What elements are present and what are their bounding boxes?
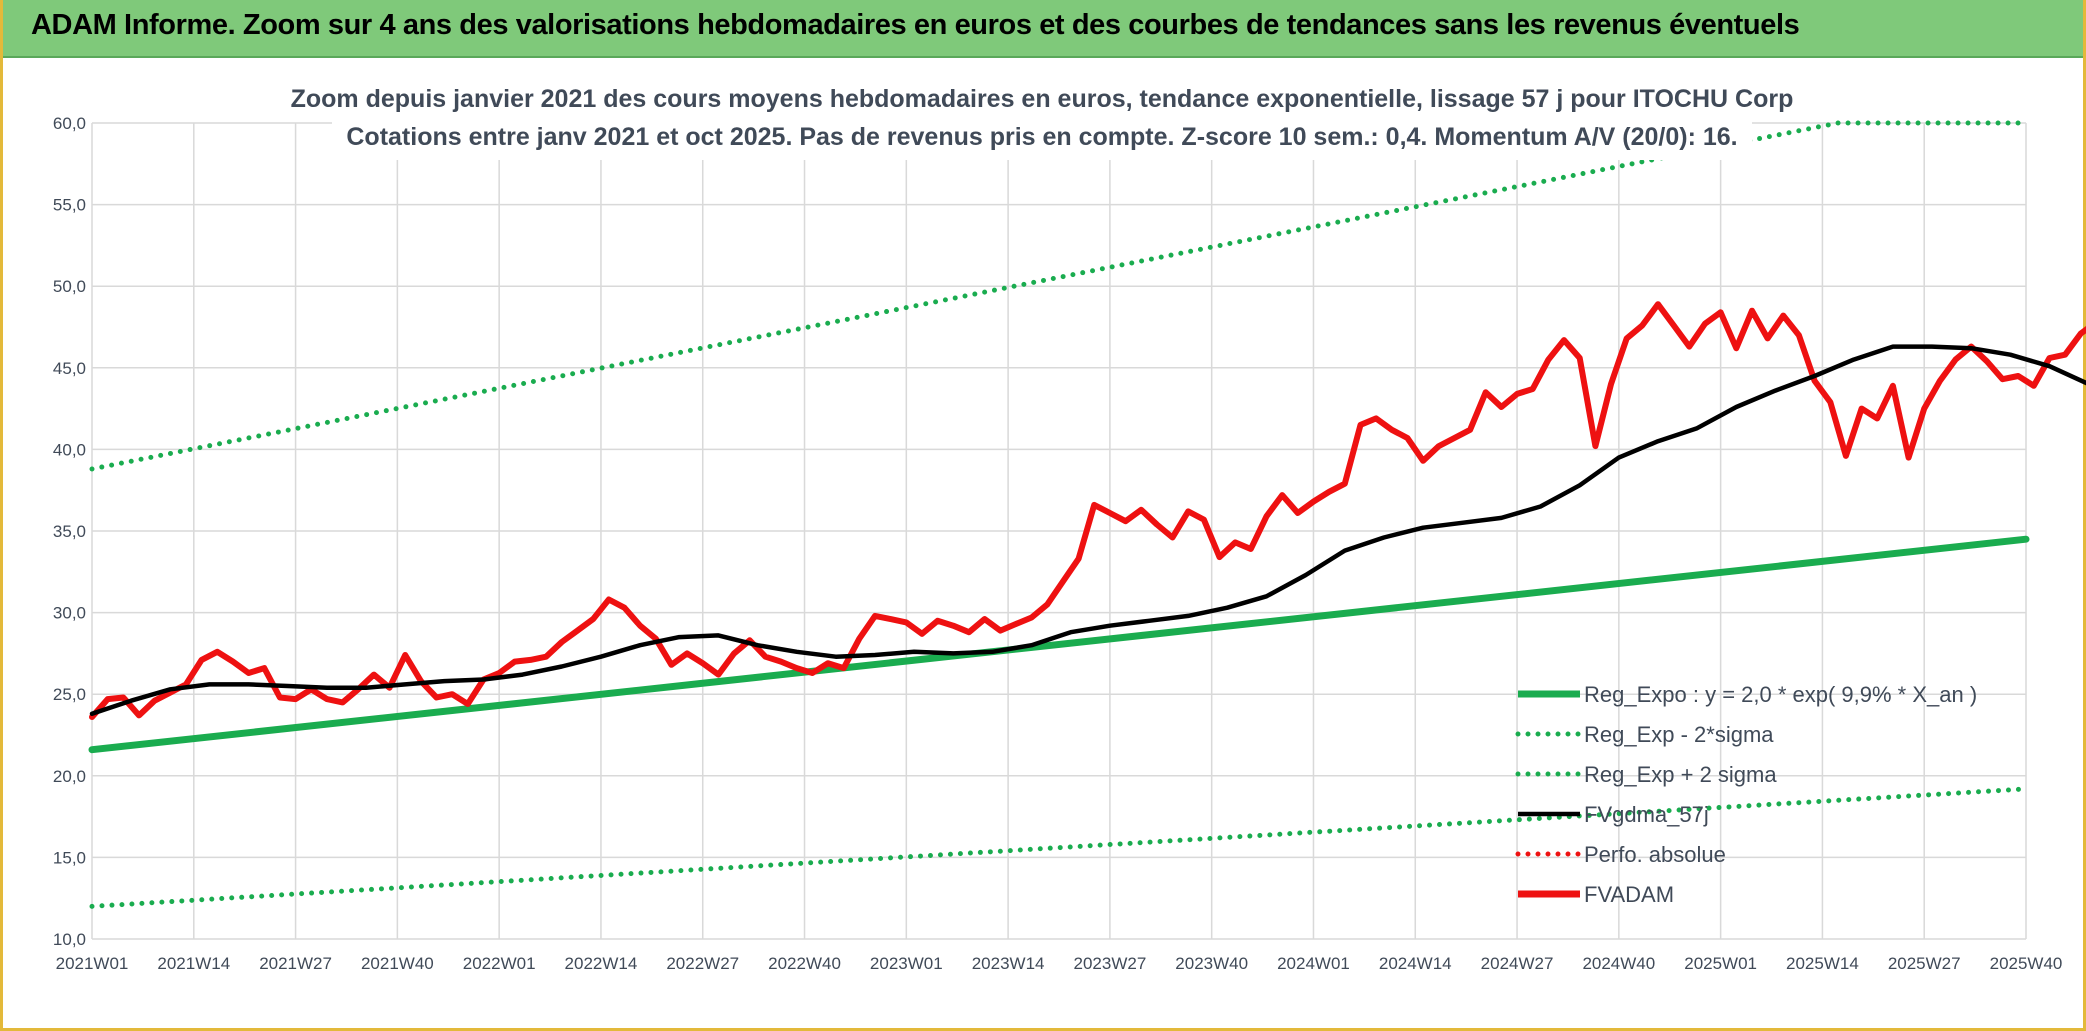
legend-label: FVgdma_57j xyxy=(1584,802,1709,827)
x-tick-label: 2025W27 xyxy=(1888,954,1961,973)
y-tick-label: 20,0 xyxy=(53,767,86,786)
x-axis: 2021W01 2021W14 2021W27 2021W40 2022W01 2022W… xyxy=(56,954,2063,973)
y-tick-label: 35,0 xyxy=(53,522,86,541)
x-tick-label: 2021W01 xyxy=(56,954,129,973)
x-tick-label: 2025W01 xyxy=(1684,954,1757,973)
chart-title-line-2: Cotations entre janv 2021 et oct 2025. P… xyxy=(346,123,1737,151)
x-tick-label: 2024W40 xyxy=(1582,954,1655,973)
y-tick-label: 15,0 xyxy=(53,848,86,867)
chart-area: 10,0 15,0 20,0 25,0 30,0 35,0 40,0 45,0 50,0 55,0… xyxy=(53,74,2086,973)
y-axis: 10,0 15,0 20,0 25,0 30,0 35,0 40,0 45,0 50,0 55,0… xyxy=(53,114,86,949)
chart-series xyxy=(88,120,2086,909)
legend-label: Reg_Expo : y = 2,0 * exp( 9,9% * X_an ) xyxy=(1584,682,1977,707)
y-tick-label: 25,0 xyxy=(53,685,86,704)
series-line-fvadam xyxy=(89,301,2086,720)
y-tick-label: 50,0 xyxy=(53,277,86,296)
chart-title-background xyxy=(332,74,1752,160)
chart-title-line-1: Zoom depuis janvier 2021 des cours moyen… xyxy=(291,85,1794,113)
x-tick-label: 2022W01 xyxy=(463,954,536,973)
x-tick-label: 2022W14 xyxy=(565,954,638,973)
x-tick-label: 2023W27 xyxy=(1074,954,1147,973)
page-title: ADAM Informe. Zoom sur 4 ans des valoris… xyxy=(31,9,1800,41)
legend-label: Reg_Exp + 2 sigma xyxy=(1584,762,1777,787)
x-tick-label: 2024W01 xyxy=(1277,954,1350,973)
x-tick-label: 2024W27 xyxy=(1481,954,1554,973)
legend-label: Reg_Exp - 2*sigma xyxy=(1584,722,1774,747)
x-tick-label: 2023W40 xyxy=(1175,954,1248,973)
legend-label: Perfo. absolue xyxy=(1584,842,1726,867)
chart-legend: Reg_Expo : y = 2,0 * exp( 9,9% * X_an ) R… xyxy=(1515,682,1977,907)
chart-grid xyxy=(91,122,2027,940)
y-tick-label: 60,0 xyxy=(53,114,86,133)
x-tick-label: 2022W40 xyxy=(768,954,841,973)
series-line-reg-exp-2-sigma xyxy=(89,786,2029,909)
x-tick-label: 2022W27 xyxy=(666,954,739,973)
y-tick-label: 10,0 xyxy=(53,930,86,949)
series-line-fvgdma-57j xyxy=(89,344,2086,717)
y-tick-label: 45,0 xyxy=(53,359,86,378)
x-tick-label: 2021W27 xyxy=(259,954,332,973)
series-line-reg-exp-2-sigma xyxy=(89,120,2029,472)
x-tick-label: 2021W40 xyxy=(361,954,434,973)
x-tick-label: 2023W01 xyxy=(870,954,943,973)
x-tick-label: 2025W14 xyxy=(1786,954,1859,973)
y-tick-label: 30,0 xyxy=(53,604,86,623)
x-tick-label: 2025W40 xyxy=(1990,954,2063,973)
x-tick-label: 2021W14 xyxy=(157,954,230,973)
header-bar: ADAM Informe. Zoom sur 4 ans des valoris… xyxy=(3,0,2083,58)
series-line-reg-expo-y-2-0-exp-9-9-x-an xyxy=(88,535,2030,754)
y-tick-label: 55,0 xyxy=(53,196,86,215)
y-tick-label: 40,0 xyxy=(53,440,86,459)
x-tick-label: 2023W14 xyxy=(972,954,1045,973)
x-tick-label: 2024W14 xyxy=(1379,954,1452,973)
legend-label: FVADAM xyxy=(1584,882,1674,907)
